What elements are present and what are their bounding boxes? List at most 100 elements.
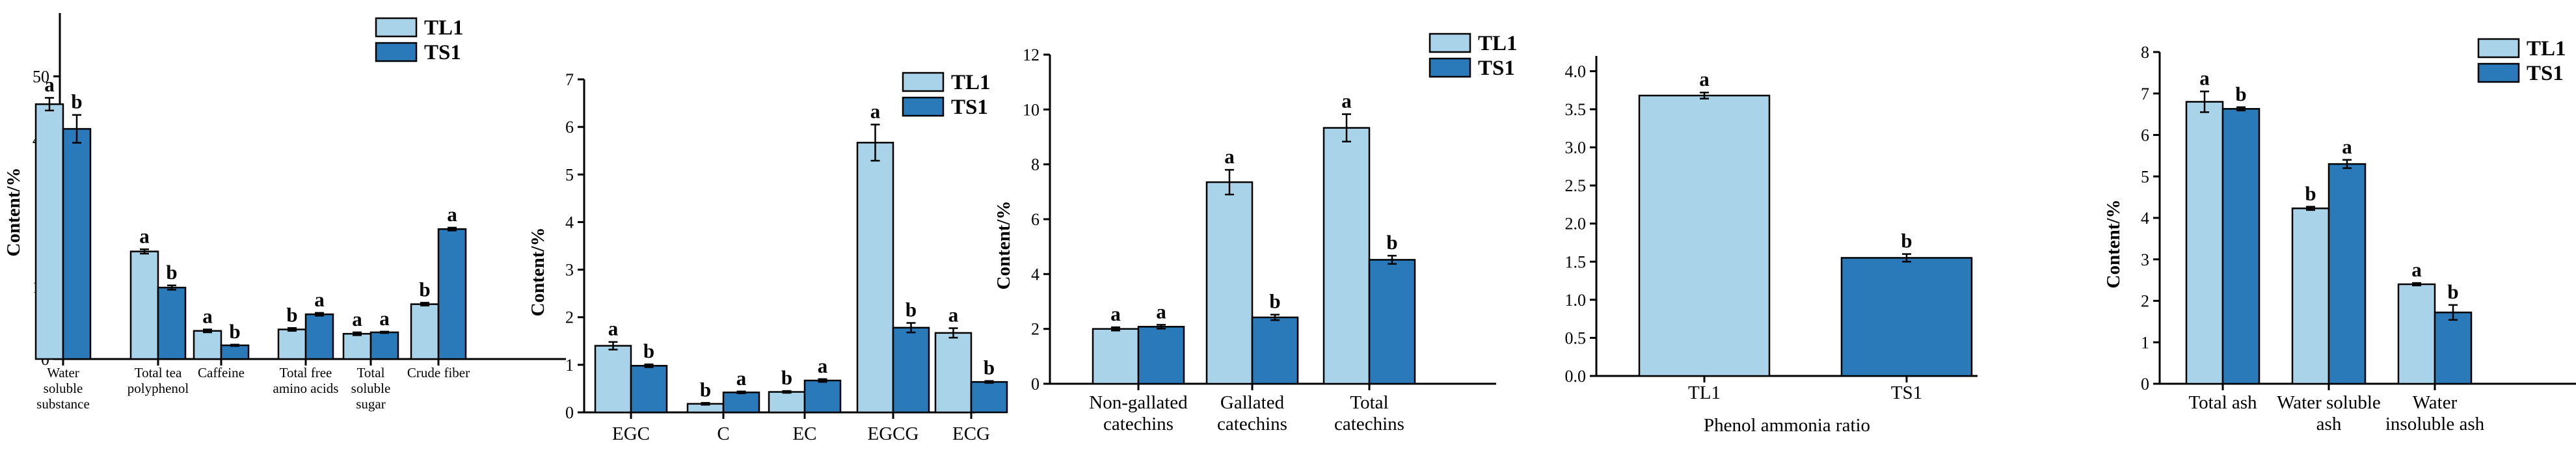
chart-e-category-label: Water soluble (2277, 392, 2381, 413)
chart-c-legend-swatch (1429, 33, 1471, 53)
chart-a-bar-tl1 (193, 330, 222, 360)
chart-c-legend-label: TL1 (1478, 32, 1518, 55)
chart-a-legend-swatch (375, 42, 418, 62)
chart-b-y-tick-label: 4 (565, 213, 574, 232)
chart-e-bar-ts1 (2221, 108, 2261, 385)
chart-c-legend-swatch (1429, 57, 1471, 78)
chart-e-legend-label: TS1 (2527, 62, 2564, 85)
chart-d-y-tick-label: 3.0 (1565, 139, 1587, 157)
chart-b-significance-letter: a (736, 367, 747, 390)
chart-a-significance-letter: b (229, 320, 240, 343)
chart-e-legend-swatch (2477, 38, 2520, 59)
chart-c-bar-tl1 (1092, 328, 1140, 385)
chart-c-y-axis-title: Content/% (993, 201, 1014, 290)
chart-e-bar-ts1 (2434, 312, 2473, 385)
chart-c-category-label: Gallated (1220, 392, 1285, 413)
chart-e-y-tick-label: 7 (2141, 85, 2149, 103)
chart-b-category-label: EC (792, 423, 816, 444)
chart-e-bar-tl1 (2397, 283, 2436, 385)
chart-b-significance-letter: b (700, 378, 711, 401)
chart-b-bar-ts1 (892, 327, 930, 414)
chart-a-y-tick-label: 50 (33, 67, 49, 86)
chart-c-legend-label: TS1 (1478, 57, 1515, 80)
chart-d-significance-letter: a (1699, 68, 1710, 90)
chart-b-bar-tl1 (594, 345, 632, 414)
chart-c-significance-letter: a (1224, 145, 1235, 168)
chart-e-significance-letter: a (2411, 258, 2422, 281)
chart-a-bar-tl1 (129, 250, 159, 360)
chart-e-legend-label: TL1 (2527, 37, 2566, 60)
chart-b-significance-letter: a (818, 354, 828, 377)
chart-b-significance-letter: b (984, 356, 995, 379)
chart-a-category-label: sugar (356, 396, 386, 412)
chart-e-y-tick-label: 6 (2141, 126, 2149, 145)
chart-d-significance-letter: b (1901, 230, 1912, 252)
chart-b-bar-ts1 (630, 365, 668, 414)
chart-a-category-label: Total tea (135, 365, 182, 381)
chart-b-bar-ts1 (803, 379, 842, 414)
chart-b-bar-tl1 (934, 332, 973, 414)
chart-d-y-tick-label: 2.0 (1565, 215, 1587, 234)
chart-b-bar-ts1 (970, 381, 1008, 414)
chart-a-significance-letter: a (314, 288, 325, 311)
chart-e-bar-tl1 (2291, 207, 2330, 385)
chart-b-significance-letter: b (643, 340, 654, 362)
chart-b-significance-letter: a (948, 304, 959, 327)
chart-c-bar-tl1 (1205, 181, 1254, 385)
chart-b-y-tick-label: 3 (565, 261, 574, 280)
chart-b-category-label: EGCG (868, 423, 919, 444)
chart-e-y-tick-label: 3 (2141, 250, 2149, 269)
chart-a-category-label: amino acids (273, 381, 339, 396)
chart-c-significance-letter: a (1341, 90, 1352, 113)
chart-a-bar-ts1 (437, 228, 467, 360)
chart-c-y-tick-label: 12 (1023, 46, 1040, 64)
chart-e-significance-letter: b (2235, 83, 2246, 105)
chart-b-legend-label: TL1 (951, 71, 991, 94)
chart-e-significance-letter: a (2199, 67, 2210, 90)
chart-e-significance-letter: b (2447, 280, 2458, 303)
chart-a-bar-ts1 (304, 313, 334, 360)
chart-c-significance-letter: a (1156, 300, 1166, 323)
chart-a-significance-letter: b (166, 261, 177, 284)
chart-a-category-label: substance (36, 396, 90, 412)
chart-b-significance-letter: b (781, 366, 792, 389)
chart-c-significance-letter: b (1269, 290, 1280, 313)
chart-b-legend-label: TS1 (951, 96, 988, 119)
chart-a-bar-ts1 (62, 127, 92, 360)
chart-a-category-label: Caffeine (198, 365, 245, 381)
chart-a-legend-label: TL1 (424, 16, 464, 40)
chart-e-y-tick-label: 1 (2141, 333, 2149, 352)
chart-c-y-tick-label: 8 (1031, 155, 1040, 174)
chart-a-category-label: Crude fiber (407, 365, 470, 381)
chart-b-y-tick-label: 6 (565, 118, 574, 137)
chart-b-y-tick-label: 7 (565, 70, 574, 89)
chart-c-significance-letter: b (1386, 231, 1397, 254)
chart-e-category-label: Total ash (2188, 392, 2257, 413)
chart-d-x-axis-title: Phenol ammonia ratio (1704, 415, 1870, 436)
chart-a-category-label: Total (357, 365, 385, 381)
chart-c-bar-ts1 (1251, 316, 1299, 385)
chart-a-bar-tl1 (34, 103, 64, 360)
chart-a-significance-letter: b (286, 303, 297, 326)
chart-a-significance-letter: a (202, 304, 213, 327)
chart-d-y-tick-label: 4.0 (1565, 62, 1587, 81)
chart-a-bar-tl1 (410, 303, 440, 360)
chart-a-y-axis-title: Content/% (3, 168, 24, 257)
chart-e-significance-letter: a (2342, 135, 2352, 158)
chart-b-bar-tl1 (856, 142, 894, 414)
chart-c-category-label: catechins (1103, 414, 1174, 434)
chart-c-category-label: catechins (1217, 414, 1287, 434)
chart-c-y-tick-label: 0 (1031, 375, 1040, 394)
chart-b-y-tick-label: 5 (565, 165, 574, 184)
chart-b-category-label: C (717, 423, 729, 444)
chart-b-bar-tl1 (768, 391, 806, 414)
chart-b-category-label: EGC (612, 423, 650, 444)
chart-d-bar-phenol-ammonia-ratio (1840, 257, 1973, 377)
chart-e-y-tick-label: 0 (2141, 375, 2149, 394)
chart-a-bar-tl1 (277, 328, 307, 360)
chart-b-significance-letter: a (870, 100, 881, 122)
chart-e-category-label: Water (2413, 392, 2458, 413)
chart-a-category-label: Water (47, 365, 79, 381)
chart-c-bar-ts1 (1137, 326, 1185, 385)
chart-a-bar-ts1 (220, 344, 250, 360)
